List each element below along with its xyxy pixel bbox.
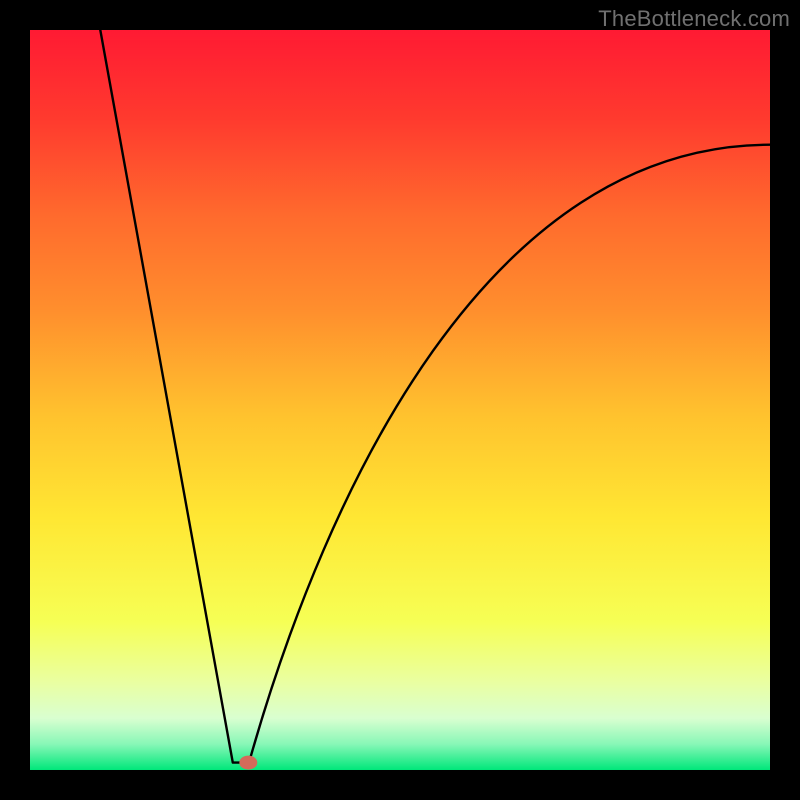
bottleneck-curve <box>100 30 770 763</box>
watermark-text: TheBottleneck.com <box>598 6 790 32</box>
optimum-marker <box>239 756 257 770</box>
plot-area <box>30 30 770 770</box>
chart-stage: TheBottleneck.com <box>0 0 800 800</box>
curve-overlay <box>30 30 770 770</box>
